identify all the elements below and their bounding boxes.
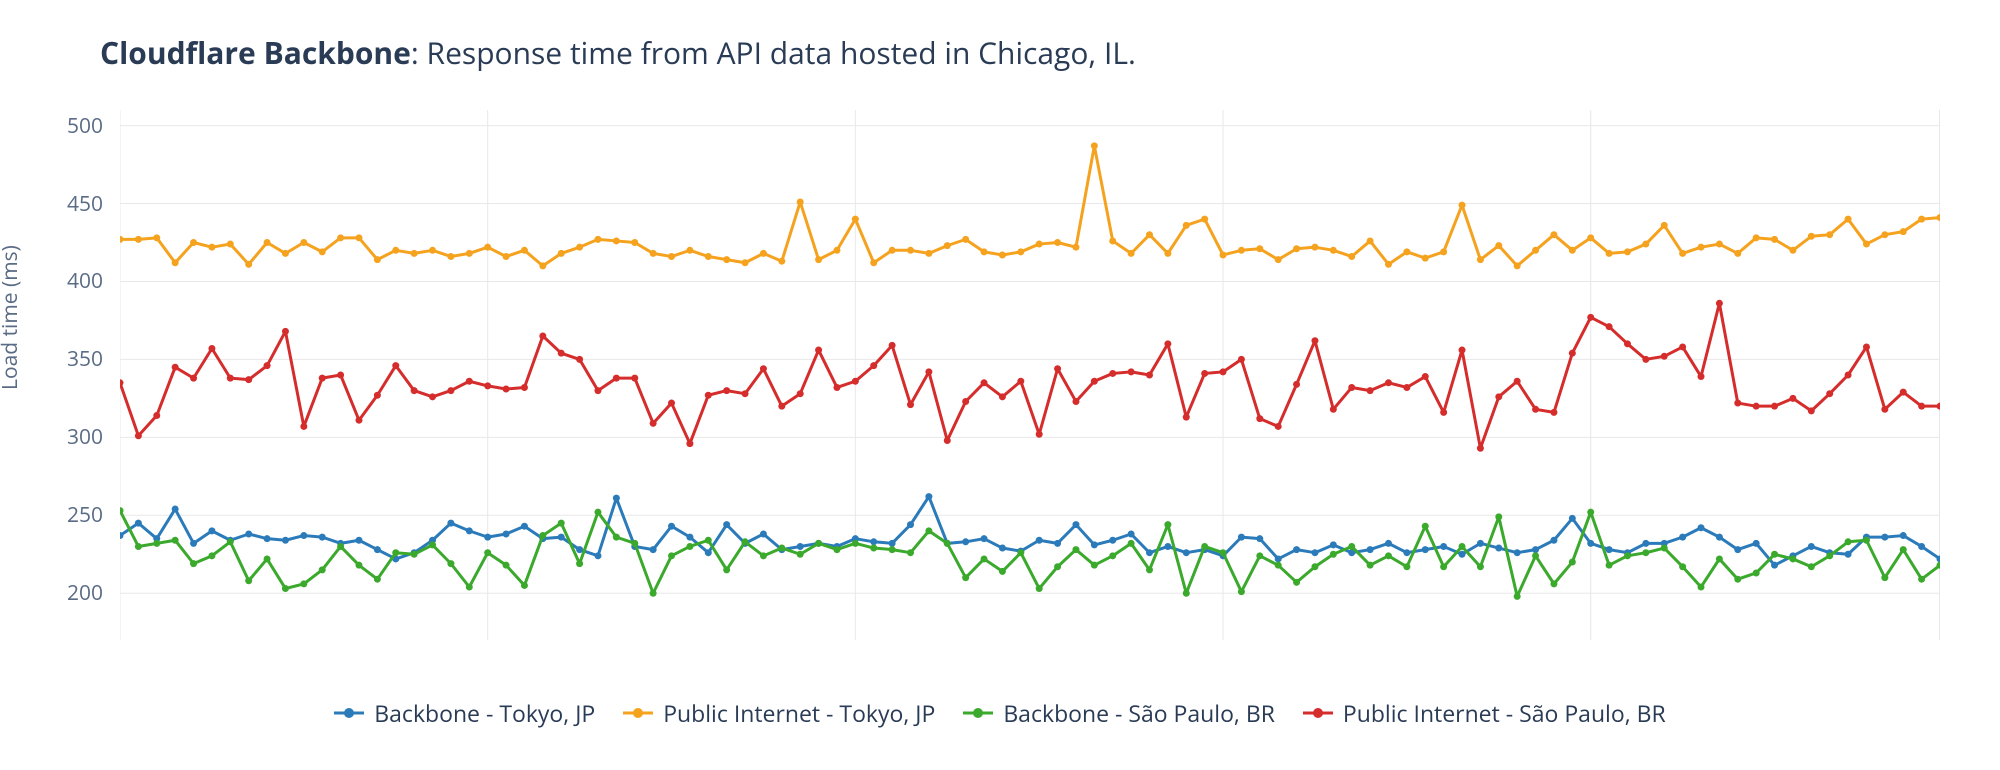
legend-label: Backbone - Tokyo, JP: [374, 697, 595, 729]
legend-item-public-saopaulo[interactable]: Public Internet - São Paulo, BR: [1303, 697, 1666, 729]
y-axis-label: Load time (ms): [0, 245, 24, 390]
series-public-tokyo: [120, 142, 1940, 269]
legend-item-public-tokyo[interactable]: Public Internet - Tokyo, JP: [623, 697, 935, 729]
chart-plot-area: [120, 110, 1940, 640]
legend-swatch-icon: [334, 706, 364, 720]
y-tick-label: 350: [48, 345, 103, 373]
chart-container: Cloudflare Backbone: Response time from …: [0, 0, 2000, 770]
y-tick-label: 400: [48, 267, 103, 295]
title-bold: Cloudflare Backbone: [100, 32, 411, 73]
y-tick-label: 200: [48, 579, 103, 607]
chart-title: Cloudflare Backbone: Response time from …: [100, 32, 1136, 73]
chart-legend: Backbone - Tokyo, JP Public Internet - To…: [0, 695, 2000, 729]
legend-label: Backbone - São Paulo, BR: [1003, 697, 1275, 729]
legend-swatch-icon: [623, 706, 653, 720]
title-rest: : Response time from API data hosted in …: [411, 32, 1136, 73]
legend-item-backbone-saopaulo[interactable]: Backbone - São Paulo, BR: [963, 697, 1275, 729]
legend-swatch-icon: [1303, 706, 1333, 720]
y-tick-label: 500: [48, 112, 103, 140]
legend-swatch-icon: [963, 706, 993, 720]
y-tick-label: 450: [48, 190, 103, 218]
y-tick-label: 300: [48, 423, 103, 451]
legend-label: Public Internet - São Paulo, BR: [1343, 697, 1666, 729]
series-backbone-saopaulo: [120, 507, 1940, 600]
legend-item-backbone-tokyo[interactable]: Backbone - Tokyo, JP: [334, 697, 595, 729]
legend-label: Public Internet - Tokyo, JP: [663, 697, 935, 729]
series-public-saopaulo: [120, 300, 1940, 452]
y-tick-label: 250: [48, 501, 103, 529]
